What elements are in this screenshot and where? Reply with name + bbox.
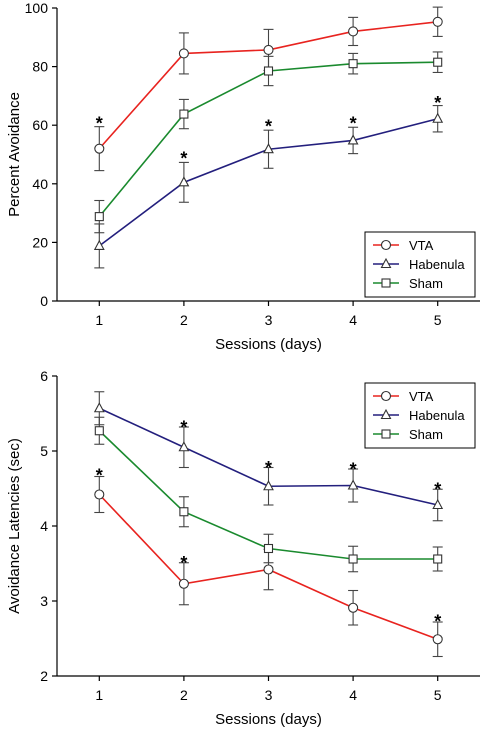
significance-marker: *	[434, 612, 441, 632]
legend-marker	[380, 390, 392, 402]
legend-label: VTA	[409, 238, 434, 253]
data-point	[263, 66, 274, 76]
significance-marker: *	[434, 93, 441, 113]
avoidance-latency-chart: 2 3 4 5 6 1 2 3 4 5 Sessions (days) Avoidance Laten…	[6, 368, 480, 728]
data-point	[432, 634, 443, 645]
data-point	[93, 239, 105, 250]
y-tick-label: 80	[32, 59, 48, 75]
data-point	[94, 489, 105, 500]
data-point	[179, 507, 189, 517]
data-point	[178, 578, 189, 589]
data-point	[263, 564, 274, 575]
data-point	[433, 57, 443, 67]
data-point	[348, 554, 358, 564]
x-axis-label: Sessions (days)	[215, 336, 322, 353]
series-vta	[94, 475, 443, 658]
y-tick-label: 2	[40, 668, 48, 684]
y-axis-label: Avoidance Latencies (sec)	[6, 438, 23, 614]
legend: VTA Habenula Sham	[364, 382, 476, 449]
data-point	[178, 176, 190, 187]
percent-avoidance-chart: 0 20 40 60 80 100 1 2 3 4 5 Sessions (days) Percent …	[6, 0, 480, 353]
data-point	[178, 48, 189, 59]
legend-marker	[381, 429, 391, 439]
data-point	[433, 554, 443, 564]
data-point	[347, 134, 359, 145]
legend-marker	[380, 257, 392, 269]
significance-marker: *	[265, 458, 272, 478]
legend-label: Habenula	[409, 257, 465, 272]
data-point	[432, 112, 444, 123]
legend-label: Habenula	[409, 408, 465, 423]
legend-label: VTA	[409, 389, 434, 404]
y-tick-label: 40	[32, 176, 48, 192]
data-point	[94, 426, 104, 436]
data-point	[94, 212, 104, 222]
data-point	[348, 59, 358, 69]
x-tick-label: 2	[180, 687, 188, 703]
y-axis-label: Percent Avoidance	[6, 92, 23, 217]
significance-marker: *	[180, 149, 187, 169]
data-point	[263, 143, 274, 154]
x-tick-label: 4	[349, 312, 357, 328]
significance-marker: *	[350, 113, 357, 133]
data-point	[263, 480, 274, 491]
x-tick-label: 5	[434, 687, 442, 703]
data-point	[178, 441, 190, 452]
significance-marker: *	[265, 116, 272, 136]
x-axis-label: Sessions (days)	[215, 711, 322, 728]
data-point	[348, 26, 359, 37]
y-tick-label: 5	[40, 443, 48, 459]
significance-marker: *	[96, 113, 103, 133]
data-point	[179, 109, 189, 119]
y-tick-label: 4	[40, 518, 48, 534]
y-tick-label: 6	[40, 368, 48, 384]
series-sham	[94, 416, 443, 573]
significance-marker: *	[180, 553, 187, 573]
y-tick-label: 60	[32, 117, 48, 133]
significance-marker: *	[434, 480, 441, 500]
data-point	[94, 143, 105, 154]
significance-marker: *	[180, 417, 187, 437]
legend: VTA Habenula Sham	[364, 231, 476, 298]
y-tick-label: 100	[25, 0, 49, 16]
x-tick-label: 1	[95, 687, 103, 703]
legend-marker	[380, 239, 392, 251]
series-sham	[94, 51, 443, 234]
x-tick-label: 1	[95, 312, 103, 328]
data-point	[432, 498, 444, 510]
data-point	[348, 602, 359, 613]
series-habenula	[93, 105, 444, 269]
legend-marker	[381, 278, 391, 288]
y-tick-label: 20	[32, 234, 48, 250]
x-tick-label: 3	[265, 687, 273, 703]
data-point	[93, 402, 105, 413]
data-point	[263, 543, 274, 554]
legend-marker	[380, 408, 392, 420]
data-point	[263, 44, 274, 55]
significance-marker: *	[96, 465, 103, 485]
x-tick-label: 5	[434, 312, 442, 328]
x-tick-label: 3	[265, 312, 273, 328]
legend-label: Sham	[409, 276, 443, 291]
y-tick-label: 3	[40, 593, 48, 609]
y-tick-label: 0	[40, 293, 48, 309]
data-point	[347, 479, 359, 490]
x-tick-label: 2	[180, 312, 188, 328]
legend-label: Sham	[409, 427, 443, 442]
x-tick-label: 4	[349, 687, 357, 703]
significance-marker: *	[350, 459, 357, 479]
data-point	[432, 16, 443, 27]
